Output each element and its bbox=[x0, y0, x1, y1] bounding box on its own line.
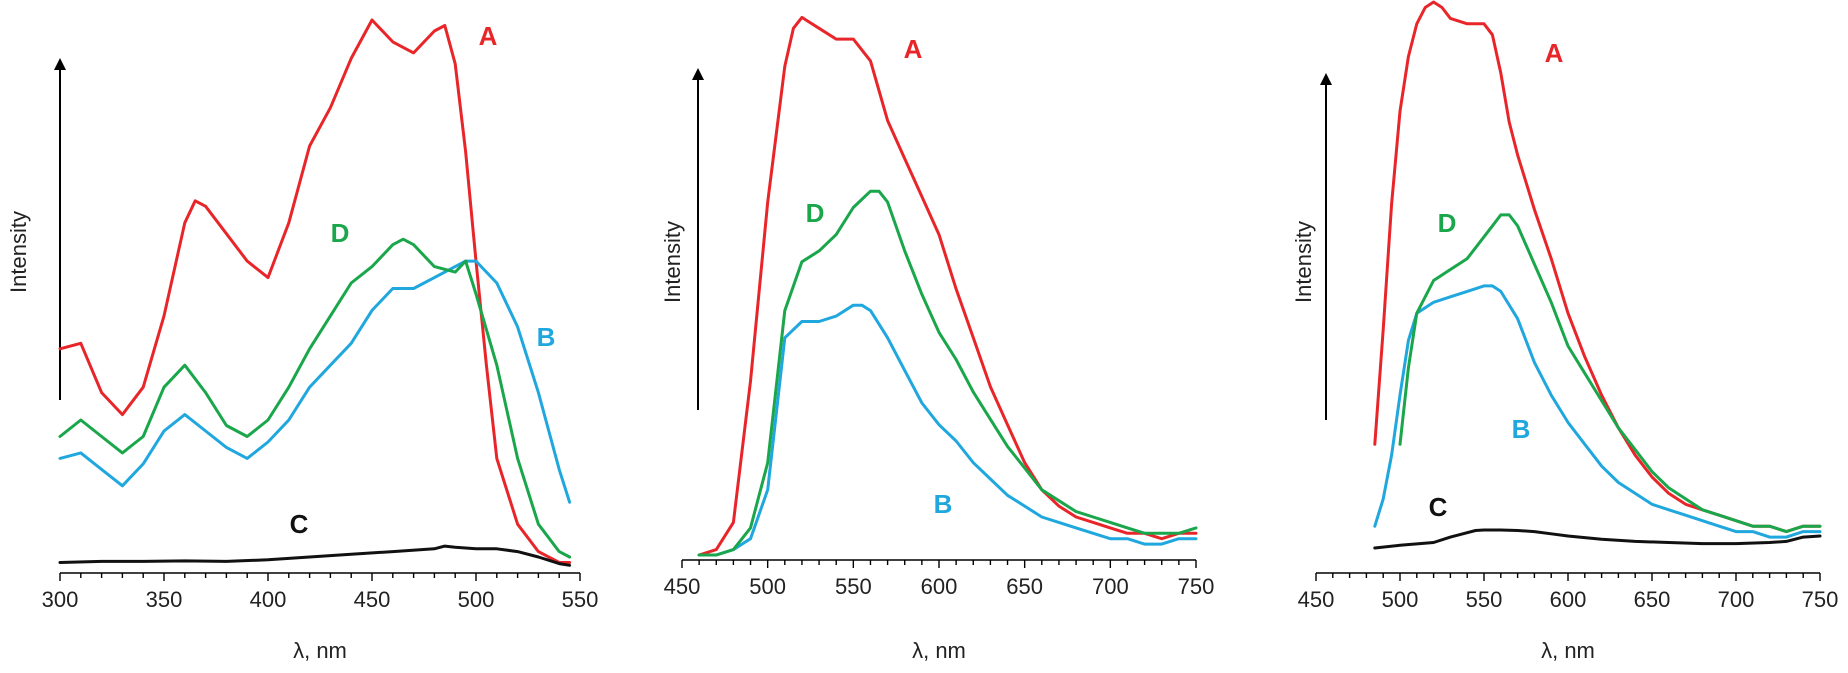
series-line-D bbox=[1398, 213, 1822, 534]
x-tick-label: 500 bbox=[458, 587, 495, 612]
x-tick-label: 650 bbox=[1006, 574, 1043, 599]
x-tick-label: 450 bbox=[1298, 587, 1335, 612]
x-tick-label: 550 bbox=[562, 587, 599, 612]
x-tick-label: 750 bbox=[1178, 574, 1215, 599]
series-label-B: B bbox=[1512, 414, 1531, 444]
y-axis-title: Intensity bbox=[660, 221, 685, 303]
series-line-C bbox=[1373, 528, 1822, 550]
series-label-A: A bbox=[904, 34, 923, 64]
series-line-A bbox=[58, 18, 572, 564]
series-label-A: A bbox=[479, 21, 498, 51]
arrow-head-icon bbox=[692, 68, 704, 80]
series-line-D bbox=[697, 189, 1198, 557]
series-label-D: D bbox=[331, 218, 350, 248]
x-tick-label: 350 bbox=[146, 587, 183, 612]
x-axis-title: λ, nm bbox=[1541, 638, 1595, 663]
arrow-head-icon bbox=[1320, 73, 1332, 85]
x-axis-title: λ, nm bbox=[912, 638, 966, 663]
series-line-B bbox=[58, 259, 572, 504]
x-tick-label: 700 bbox=[1718, 587, 1755, 612]
series-label-A: A bbox=[1545, 38, 1564, 68]
x-tick-label: 600 bbox=[1550, 587, 1587, 612]
x-axis-title: λ, nm bbox=[293, 638, 347, 663]
x-tick-label: 750 bbox=[1802, 587, 1839, 612]
series-line-A bbox=[1373, 0, 1822, 534]
series-label-C: C bbox=[290, 509, 309, 539]
x-tick-label: 550 bbox=[1466, 587, 1503, 612]
x-tick-label: 550 bbox=[835, 574, 872, 599]
x-tick-label: 600 bbox=[921, 574, 958, 599]
x-tick-label: 450 bbox=[354, 587, 391, 612]
series-label-C: C bbox=[1429, 492, 1448, 522]
chart-panel-3: 450 500 550 600 650 700 750 λ, nm Intensity A B C D bbox=[1291, 0, 1839, 663]
chart-panel-2: 450 500 550 600 650 700 750 λ, nm Intensity A B D bbox=[660, 15, 1215, 663]
x-tick-label: 400 bbox=[250, 587, 287, 612]
x-tick-label: 650 bbox=[1634, 587, 1671, 612]
x-tick-label: 500 bbox=[1382, 587, 1419, 612]
series-label-D: D bbox=[1438, 208, 1457, 238]
x-tick-label: 450 bbox=[664, 574, 701, 599]
y-axis-title: Intensity bbox=[6, 211, 31, 293]
x-tick-label: 500 bbox=[749, 574, 786, 599]
series-line-A bbox=[697, 15, 1198, 557]
series-label-D: D bbox=[806, 198, 825, 228]
y-axis-title: Intensity bbox=[1291, 221, 1316, 303]
chart-panel-1: 300 350 400 450 500 550 λ, nm Intensity A B C D bbox=[6, 18, 599, 663]
arrow-head-icon bbox=[54, 58, 66, 70]
series-label-B: B bbox=[537, 322, 556, 352]
x-tick-label: 300 bbox=[42, 587, 79, 612]
series-line-C bbox=[58, 544, 572, 567]
x-tick-label: 700 bbox=[1092, 574, 1129, 599]
series-line-B bbox=[697, 303, 1198, 557]
series-line-D bbox=[58, 237, 572, 559]
series-label-B: B bbox=[934, 489, 953, 519]
